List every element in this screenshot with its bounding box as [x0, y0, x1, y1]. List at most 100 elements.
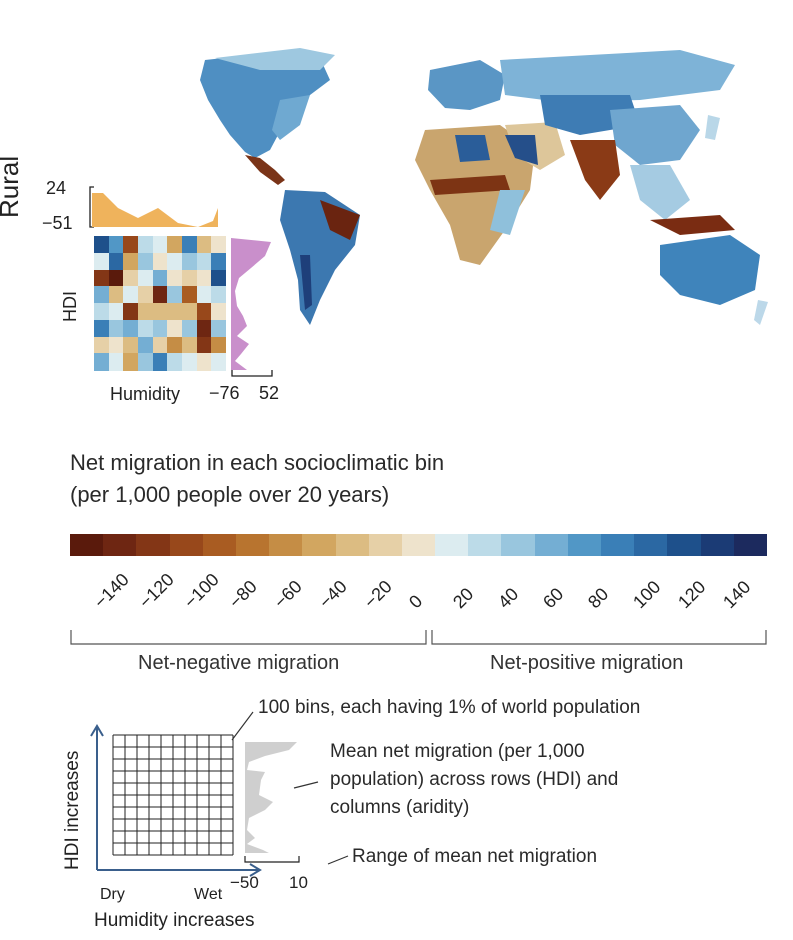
heatmap-cell: [108, 236, 124, 254]
color-bar-segment: [235, 534, 270, 556]
guide-hist-area: [245, 742, 297, 853]
range-label: Range of mean net migration: [352, 846, 598, 867]
heatmap-cell: [211, 319, 227, 337]
heatmap-cell: [123, 252, 139, 270]
map-southeast-asia: [630, 165, 690, 220]
legend-title-1: Net migration in each socioclimatic bin: [70, 450, 445, 475]
map-north-america-east: [272, 95, 310, 140]
map-central-america: [245, 155, 285, 185]
heatmap-cell: [108, 303, 124, 321]
color-bar-segment: [335, 534, 369, 556]
color-bar-tick-label: −20: [359, 576, 396, 613]
map-sahel: [430, 175, 510, 195]
range-leader: [327, 855, 349, 865]
guide-y-arrowhead: [90, 724, 104, 737]
heatmap-cell: [211, 353, 227, 371]
color-bar-tick-label: 100: [629, 576, 665, 613]
color-bar-segment: [435, 534, 469, 556]
heatmap-cell: [211, 286, 227, 304]
map-australia: [660, 235, 760, 305]
heatmap-cell: [138, 286, 154, 304]
heatmap-cell: [94, 319, 110, 337]
heatmap-cell: [94, 336, 110, 354]
color-bar-segment: [136, 534, 170, 556]
heatmap-cell: [211, 252, 227, 270]
mean-label-1: Mean net migration (per 1,000: [330, 741, 585, 762]
bins-label: 100 bins, each having 1% of world popula…: [258, 697, 641, 718]
heatmap-cell: [167, 319, 183, 337]
color-bar-segment: [103, 534, 137, 556]
negative-bracket: [70, 630, 427, 645]
color-bar-segment: [468, 534, 502, 556]
mean-leader: [293, 781, 319, 789]
map-china: [610, 105, 700, 165]
heatmap-cell: [182, 269, 198, 287]
heatmap-cell: [196, 286, 212, 304]
heatmap-cell: [138, 252, 154, 270]
color-bar-tick-label: 80: [584, 583, 613, 613]
map-canada-north: [215, 48, 335, 70]
row-label-rural: Rural: [0, 155, 24, 218]
heatmap-cell: [196, 252, 212, 270]
heatmap-cell: [94, 303, 110, 321]
color-bar-segment: [700, 534, 734, 556]
heatmap-cell: [167, 303, 183, 321]
positive-migration-label: Net-positive migration: [490, 652, 684, 674]
map-andes: [300, 255, 312, 310]
inset-heatmap: [94, 236, 227, 371]
heatmap-cell: [138, 336, 154, 354]
right-hist-min: −76: [209, 383, 240, 403]
guide-y-label: HDI increases: [62, 750, 83, 870]
heatmap-cell: [108, 353, 124, 371]
heatmap-cell: [196, 269, 212, 287]
guide-grid: [112, 734, 234, 856]
guide-range-scale: [244, 856, 300, 863]
legend-brackets: [70, 630, 767, 645]
heatmap-cell: [152, 353, 168, 371]
heatmap-cell: [182, 286, 198, 304]
heatmap-cell: [123, 303, 139, 321]
heatmap-cell: [94, 252, 110, 270]
color-bar-segment: [601, 534, 635, 556]
heatmap-cell: [182, 236, 198, 254]
map-brazil-east: [320, 200, 360, 240]
heatmap-cell: [196, 336, 212, 354]
mean-label-2: population) across rows (HDI) and: [330, 769, 619, 790]
heatmap-cell: [182, 252, 198, 270]
color-bar-segment: [534, 534, 568, 556]
heatmap-cell: [211, 236, 227, 254]
heatmap-cell: [196, 236, 212, 254]
guide-leaders: [231, 711, 349, 865]
heatmap-cell: [152, 319, 168, 337]
heatmap-cell: [211, 336, 227, 354]
color-bar-tick-label: −40: [314, 576, 351, 613]
guide-range-min: −50: [230, 873, 259, 892]
map-europe: [428, 60, 505, 110]
heatmap-cell: [123, 336, 139, 354]
heatmap-cell: [108, 269, 124, 287]
heatmap-cell: [94, 236, 110, 254]
top-hist-min: −51: [42, 213, 73, 233]
mean-label-3: columns (aridity): [330, 797, 470, 818]
heatmap-cell: [196, 303, 212, 321]
top-histogram: [89, 186, 218, 228]
heatmap-cell: [152, 236, 168, 254]
positive-bracket: [431, 630, 767, 645]
color-bar-tick-label: −120: [134, 569, 178, 613]
right-hist-area: [231, 238, 271, 370]
color-bar-tick-label: −80: [224, 576, 261, 613]
guide-x-label: Humidity increases: [94, 910, 255, 931]
heatmap-cell: [108, 286, 124, 304]
color-bar-segment: [634, 534, 668, 556]
color-bar-segment: [70, 534, 104, 556]
heatmap-cell: [152, 286, 168, 304]
color-bar-segment: [733, 534, 767, 556]
color-bar-segment: [567, 534, 601, 556]
heatmap-cell: [167, 252, 183, 270]
negative-migration-label: Net-negative migration: [138, 652, 340, 674]
map-east-africa: [490, 190, 525, 235]
guide-x-arrowhead: [249, 863, 262, 877]
heatmap-cell: [123, 286, 139, 304]
heatmap-cell: [196, 353, 212, 371]
guide-range-max: 10: [289, 873, 308, 892]
